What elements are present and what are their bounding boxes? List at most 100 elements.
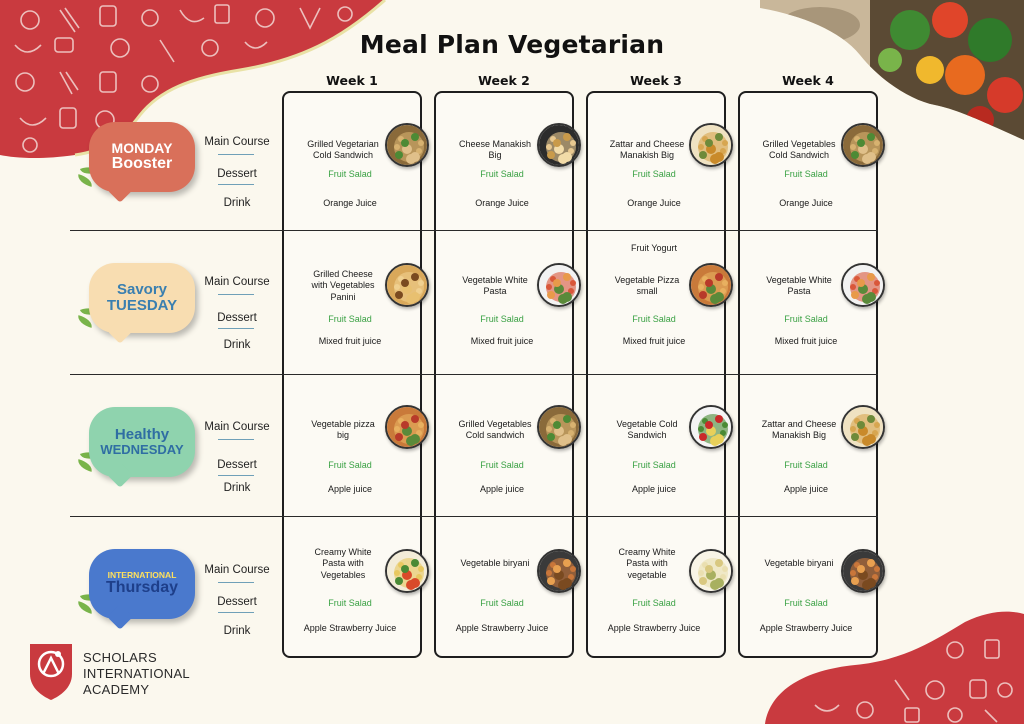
meal-main-course: Grilled Vegetables Cold sandwich [458,418,532,441]
meal-drink: Apple Strawberry Juice [455,623,549,633]
meal-main-course: Zattar and Cheese Manakish Big [761,418,837,441]
meal-main-course: Creamy White Pasta with Vegetables [314,546,372,580]
meal-photo-sandwich [841,123,885,167]
meal-drink: Apple juice [631,484,677,494]
meal-dessert: Fruit Salad [784,460,828,470]
meal-main-course: Cheese Manakish Big [458,138,532,161]
meal-drink: Apple Strawberry Juice [303,623,397,633]
meal-drink: Mixed fruit juice [318,336,382,346]
academy-name-line2: INTERNATIONAL [83,665,190,681]
course-label-main: Main Course [204,276,270,288]
meal-drink: Orange Juice [323,198,377,208]
meal-photo-pizza [689,263,733,307]
day-badge-line1: Healthy [114,426,170,444]
day-badge-tuesday: Savory TUESDAY [75,263,200,344]
meal-dessert: Fruit Salad [328,460,372,470]
meal-dessert: Fruit Salad [480,314,524,324]
course-label-separator [218,612,254,613]
meal-main-course: Vegetable White Pasta [462,274,528,297]
day-badge-line2: Booster [111,154,173,172]
academy-shield-logo [30,644,72,700]
course-label-dessert: Dessert [217,459,257,471]
meal-photo-sandwich [385,123,429,167]
meal-photo-manakish [537,123,581,167]
meal-main-course: Vegetable Cold Sandwich [616,418,678,441]
course-label-separator [218,582,254,583]
week-2-header: Week 2 [478,73,530,88]
meal-photo-pasta-bowl [537,263,581,307]
meal-drink: Apple Strawberry Juice [607,623,701,633]
meal-drink: Apple juice [783,484,829,494]
course-label-separator [218,184,254,185]
course-label-drink: Drink [223,339,251,351]
meal-dessert: Fruit Salad [480,169,524,179]
day-badge-line1: MONDAY [111,140,173,157]
meal-dessert: Fruit Salad [784,314,828,324]
meal-main-course: Zattar and Cheese Manakish Big [609,138,685,161]
meal-photo-pasta-white [689,549,733,593]
day-badge-wednesday: Healthy WEDNESDAY [75,407,200,488]
day-badge-line1: Savory [116,281,168,299]
day-badge-line2: TUESDAY [106,297,178,314]
meal-drink: Mixed fruit juice [470,336,534,346]
course-label-drink: Drink [223,197,251,209]
meal-photo-salad [689,405,733,449]
course-label-dessert: Dessert [217,312,257,324]
meal-photo-pasta-veg [385,549,429,593]
meal-photo-zattar [841,405,885,449]
meal-drink: Apple juice [479,484,525,494]
meal-dessert: Fruit Salad [632,314,676,324]
meal-main-course: Creamy White Pasta with vegetable [618,546,676,580]
course-label-main: Main Course [204,564,270,576]
meal-photo-zattar [689,123,733,167]
day-badge-thursday: INTERNATIONAL Thursday [75,549,200,630]
meal-main-course: Grilled Vegetarian Cold Sandwich [307,138,379,161]
meal-main-course: Vegetable White Pasta [766,274,832,297]
meal-dessert: Fruit Salad [480,460,524,470]
meal-dessert: Fruit Salad [328,314,372,324]
row-divider [70,516,878,517]
meal-dessert: Fruit Salad [632,169,676,179]
meal-drink: Orange Juice [475,198,529,208]
meal-main-course: Vegetable biryani [764,558,834,568]
academy-name-line1: SCHOLARS [83,650,157,665]
meal-dessert: Fruit Salad [328,598,372,608]
meal-drink: Mixed fruit juice [774,336,838,346]
course-label-drink: Drink [223,625,251,637]
course-label-main: Main Course [204,421,270,433]
week-3-header: Week 3 [630,73,682,88]
meal-photo-biryani [841,549,885,593]
meal-dessert: Fruit Salad [784,169,828,179]
meal-main-course: Vegetable Pizza small [614,274,680,297]
course-label-main: Main Course [204,136,270,148]
meal-photo-pasta-bowl [841,263,885,307]
meal-dessert: Fruit Salad [480,598,524,608]
week-4-header: Week 4 [782,73,834,88]
meal-drink: Apple juice [327,484,373,494]
row-divider [70,230,878,231]
meal-main-course: Vegetable biryani [460,558,530,568]
meal-dessert: Fruit Salad [632,460,676,470]
meal-main-course: Grilled Cheese with Vegetables Panini [311,268,375,302]
course-label-separator [218,475,254,476]
academy-name: SCHOLARS INTERNATIONAL ACADEMY [83,650,190,698]
meal-drink: Apple Strawberry Juice [759,623,853,633]
meal-drink: Orange Juice [627,198,681,208]
meal-dessert: Fruit Salad [784,598,828,608]
page-title: Meal Plan Vegetarian [359,30,665,59]
course-label-separator [218,154,254,155]
meal-dessert: Fruit Salad [328,169,372,179]
day-badge-line2: WEDNESDAY [100,442,184,458]
bottom-right-food-pattern [765,611,1024,724]
academy-name-line3: ACADEMY [83,681,150,697]
meal-drink: Mixed fruit juice [622,336,686,346]
course-label-dessert: Dessert [217,596,257,608]
week-1-header: Week 1 [326,73,378,88]
row-divider [70,374,878,375]
meal-photo-sandwich [537,405,581,449]
course-label-separator [218,294,254,295]
day-badge-monday: MONDAY Booster [75,122,200,203]
day-badge-line1: INTERNATIONAL [107,570,177,581]
course-label-separator [218,328,254,329]
top-right-vegetables-photo [760,0,1024,140]
